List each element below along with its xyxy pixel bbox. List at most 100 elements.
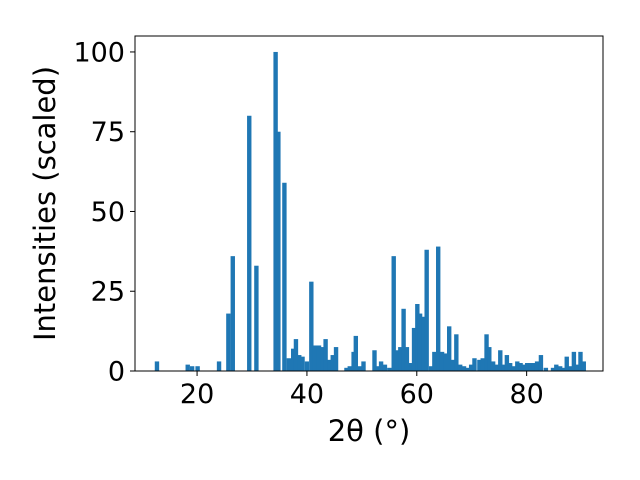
bar xyxy=(490,361,496,371)
bar xyxy=(391,256,396,371)
y-tick-label: 75 xyxy=(91,117,125,148)
bar xyxy=(330,355,335,371)
bar xyxy=(447,326,452,371)
y-tick-label: 25 xyxy=(91,277,125,308)
bar xyxy=(461,366,467,371)
bar xyxy=(454,334,459,371)
bar xyxy=(378,361,384,371)
bar xyxy=(515,361,520,371)
bar xyxy=(415,304,420,371)
bar xyxy=(534,361,540,371)
bar xyxy=(477,359,482,371)
bar xyxy=(428,366,434,371)
bar xyxy=(457,364,463,371)
bar xyxy=(154,361,160,371)
bar xyxy=(282,182,287,371)
x-tick-label: 20 xyxy=(180,379,214,410)
y-axis-label: Intensities (scaled) xyxy=(28,66,62,341)
bar xyxy=(557,366,563,371)
bar xyxy=(581,361,586,371)
bar xyxy=(297,355,302,371)
y-axis-ticks: 0 25 50 75 100 xyxy=(73,37,135,388)
bar xyxy=(316,345,322,371)
bar xyxy=(286,358,291,371)
bar xyxy=(226,313,231,371)
bar xyxy=(387,367,392,371)
bar xyxy=(398,347,403,371)
y-tick-label: 50 xyxy=(91,197,125,228)
bar xyxy=(291,348,296,371)
bar xyxy=(525,363,530,371)
bar xyxy=(309,281,314,371)
bar xyxy=(521,364,527,371)
bar xyxy=(518,363,523,371)
bar xyxy=(216,361,222,371)
bar xyxy=(468,364,474,371)
bar xyxy=(443,353,448,371)
bar xyxy=(312,345,318,371)
bar xyxy=(531,363,536,371)
bar xyxy=(504,355,510,371)
bar xyxy=(230,256,235,371)
bar xyxy=(550,367,556,371)
bar xyxy=(375,366,380,371)
bar xyxy=(344,367,349,371)
bar xyxy=(487,347,492,371)
bar xyxy=(574,364,580,371)
bar xyxy=(401,308,406,371)
bar xyxy=(450,359,456,371)
bar xyxy=(353,335,359,371)
bar xyxy=(273,51,278,371)
bar xyxy=(543,367,549,371)
bar xyxy=(327,359,332,371)
bar xyxy=(320,347,325,371)
bar xyxy=(564,356,569,371)
bar xyxy=(578,351,583,371)
bar xyxy=(347,366,352,371)
bar xyxy=(195,366,200,371)
x-axis-ticks: 20 40 60 80 xyxy=(180,371,544,410)
y-tick-label: 0 xyxy=(108,357,125,388)
bar xyxy=(276,131,281,371)
bar xyxy=(436,246,441,371)
bar xyxy=(439,351,445,371)
bar xyxy=(424,249,429,371)
bar xyxy=(480,358,485,371)
x-tick-label: 40 xyxy=(290,379,324,410)
y-tick-label: 100 xyxy=(73,37,125,68)
bar xyxy=(293,339,299,371)
bar xyxy=(494,364,499,371)
x-tick-label: 80 xyxy=(509,379,543,410)
bar xyxy=(404,347,410,371)
bars-group xyxy=(154,51,586,371)
bar xyxy=(432,351,437,371)
bar xyxy=(472,358,477,371)
bar xyxy=(189,366,195,371)
bar xyxy=(372,350,377,371)
x-axis-label: 2θ (°) xyxy=(328,414,411,448)
bar xyxy=(247,115,252,371)
bar xyxy=(382,364,388,371)
bar xyxy=(357,366,362,371)
bar xyxy=(304,361,310,371)
bar xyxy=(511,366,516,371)
bar xyxy=(300,356,305,371)
bar xyxy=(484,334,489,371)
bar xyxy=(538,355,544,371)
bar xyxy=(323,339,328,371)
bar xyxy=(361,361,366,371)
bar xyxy=(465,367,471,371)
bar xyxy=(501,364,506,371)
bar xyxy=(351,351,356,371)
bar xyxy=(507,363,513,371)
bar xyxy=(411,327,417,371)
bar xyxy=(561,367,566,371)
bar xyxy=(333,347,339,371)
bar xyxy=(568,366,573,371)
bar xyxy=(394,350,400,371)
bar xyxy=(254,265,259,371)
bar xyxy=(554,364,559,371)
plot-area-frame xyxy=(134,35,604,372)
